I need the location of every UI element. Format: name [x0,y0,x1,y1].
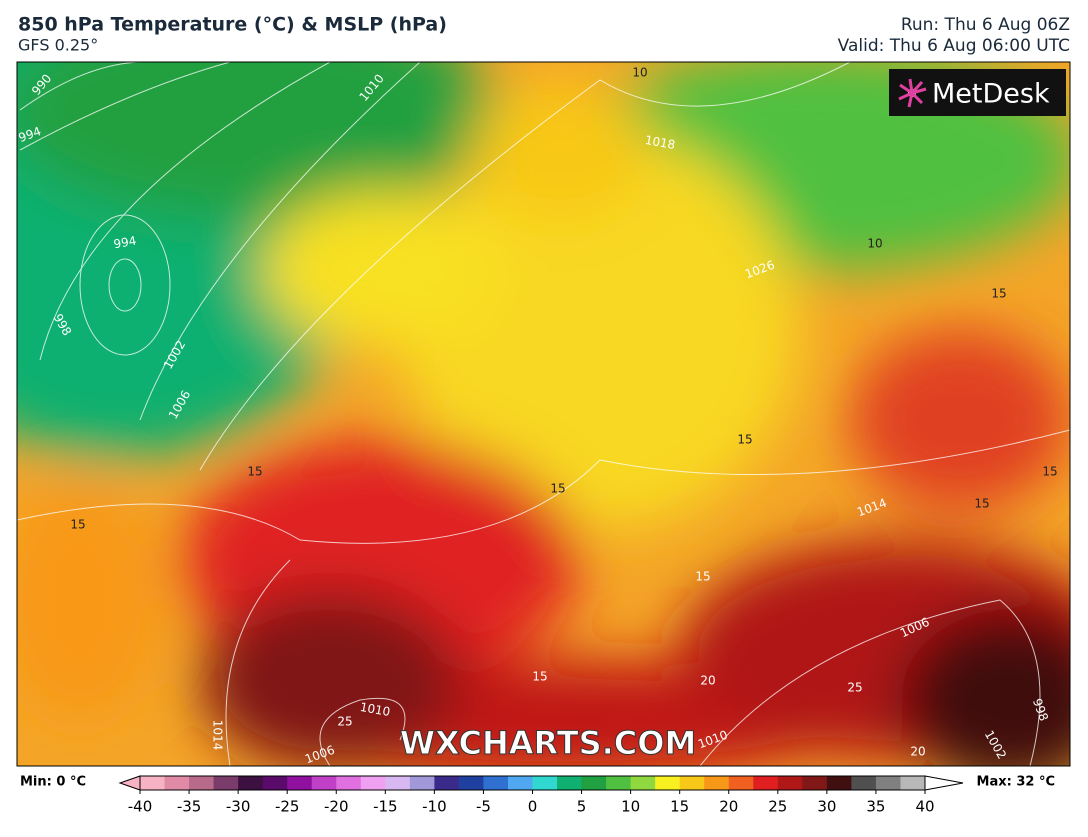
colorbar-tick-label: -30 [226,798,251,816]
colorbar-cell [532,776,558,790]
contour-label: 1014 [211,720,225,751]
colorbar-cell [557,776,583,790]
colorbar-cell [409,776,435,790]
colorbar-cell [777,776,803,790]
model: GFS 0.25° [18,36,98,55]
contour-label: 20 [700,674,715,688]
colorbar-cell [287,776,313,790]
colorbar-cell [655,776,681,790]
colorbar-cell [826,776,852,790]
contour-label: 15 [70,518,85,532]
colorbar-tick-label: -5 [476,798,491,816]
colorbar-tick-label: 35 [866,798,885,816]
colorbar-cell [385,776,411,790]
watermark: WXCHARTS.COM [400,724,697,762]
colorbar-cell [704,776,730,790]
colorbar-cell [507,776,533,790]
colorbar-tick-label: 25 [768,798,787,816]
title: 850 hPa Temperature (°C) & MSLP (hPa) [18,14,447,36]
colorbar-cell [434,776,460,790]
logo-icon [898,78,927,108]
colorbar-tick-label: -25 [275,798,300,816]
colorbar-cell [679,776,705,790]
colorbar-cell [164,776,190,790]
colorbar-cell [483,776,509,790]
colorbar-tick-label: 0 [528,798,538,816]
colorbar-cell [262,776,288,790]
colorbar-cell [900,776,926,790]
colorbar-arrow-right [924,775,964,791]
contour-label: 15 [974,497,989,511]
colorbar-cell [875,776,901,790]
colorbar-cell [630,776,656,790]
contour-label: 15 [991,287,1006,301]
colorbar-cell [140,776,166,790]
run-time: Run: Thu 6 Aug 06Z [901,15,1070,35]
colorbar: -40 -35 -30 -25 -20 -15 -10 -5 0 5 10 15 20 25 30 35 40 [118,775,964,816]
contour-label: 25 [847,681,862,695]
colorbar-arrow-left [118,775,141,791]
contour-label: 1010 [359,700,392,719]
colorbar-tick-label: 30 [817,798,836,816]
colorbar-cell [311,776,337,790]
contour-label: 15 [532,670,547,684]
contour-label: 1018 [644,133,677,152]
contour-label: 10 [867,237,882,251]
contour-label: 15 [247,465,262,479]
colorbar-tick-label: 5 [577,798,587,816]
contour-label: 15 [695,570,710,584]
colorbar-cell [238,776,264,790]
logo-text: MetDesk [932,79,1050,110]
colorbar-tick-label: 20 [719,798,738,816]
valid-time: Valid: Thu 6 Aug 06:00 UTC [838,36,1070,56]
contour-label: 15 [1042,465,1057,479]
colorbar-tick-label: -35 [177,798,202,816]
colorbar-tick-label: -15 [373,798,398,816]
colorbar-cell [606,776,632,790]
colorbar-cell [851,776,877,790]
legend-min: Min: 0 °C [20,775,86,790]
contour-label: 15 [550,482,565,496]
colorbar-cell [336,776,362,790]
colorbar-cell [360,776,386,790]
colorbar-cell [581,776,607,790]
colorbar-cell [753,776,779,790]
contour-label: 10 [632,66,647,80]
colorbar-tick-label: 10 [621,798,640,816]
legend-max: Max: 32 °C [977,775,1055,790]
colorbar-tick-label: -20 [324,798,349,816]
contour-label: 15 [737,433,752,447]
colorbar-cell [458,776,484,790]
colorbar-cell [189,776,215,790]
colorbar-tick-label: 40 [915,798,934,816]
contour-label: 20 [910,745,925,759]
colorbar-tick-label: -40 [128,798,153,816]
colorbar-cell [728,776,754,790]
colorbar-cell [213,776,239,790]
colorbar-tick-label: 15 [670,798,689,816]
colorbar-cell [802,776,828,790]
contour-label: 25 [337,715,352,729]
contour-label: 994 [112,234,137,252]
colorbar-tick-label: -10 [422,798,447,816]
